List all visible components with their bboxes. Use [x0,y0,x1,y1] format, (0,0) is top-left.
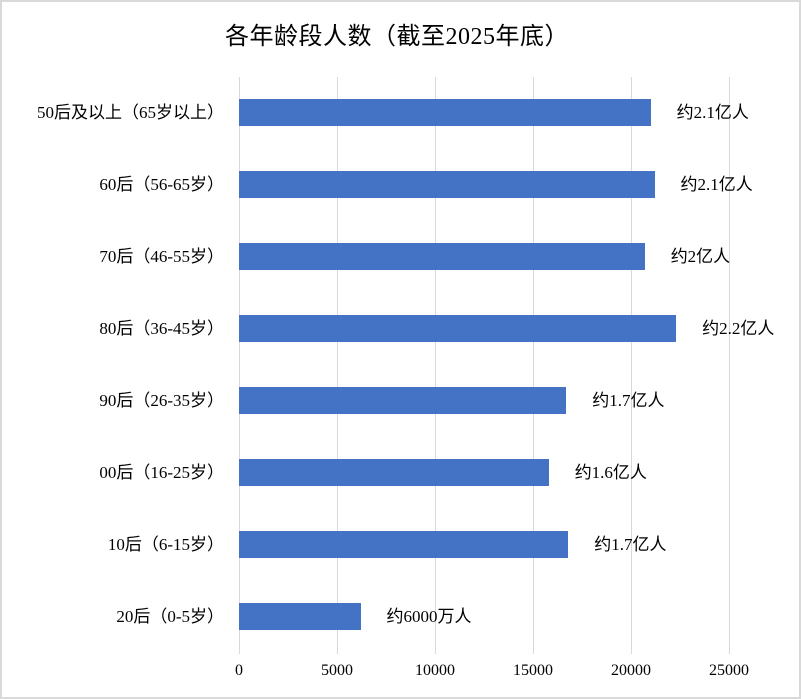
bar [239,99,651,127]
bar [239,386,567,414]
gridline [729,77,730,654]
x-axis-tick-label: 5000 [321,662,353,679]
category-label: 70后（46-55岁） [99,247,224,267]
data-label: 约1.6亿人 [574,462,647,482]
x-axis-tick-label: 15000 [513,662,553,679]
category-label: 50后及以上（65岁以上） [37,103,224,123]
x-axis-tick-label: 0 [235,662,243,679]
category-label: 00后（16-25岁） [99,462,224,482]
gridline [337,77,338,654]
x-axis-tick-label: 10000 [415,662,455,679]
x-axis-tick-label: 25000 [709,662,749,679]
bar [239,315,677,343]
data-label: 约6000万人 [386,606,472,626]
data-label: 约2亿人 [670,247,731,267]
category-label: 20后（0-5岁） [116,606,224,626]
gridline [239,77,240,654]
category-label: 80后（36-45岁） [99,319,224,339]
gridline [631,77,632,654]
data-label: 约1.7亿人 [594,534,667,554]
category-label: 10后（6-15岁） [107,534,224,554]
category-label: 60后（56-65岁） [99,175,224,195]
chart-title: 各年龄段人数（截至2025年底） [225,24,569,50]
bar [239,171,655,199]
category-label: 90后（26-35岁） [99,390,224,410]
x-axis-tick-label: 20000 [611,662,651,679]
gridline [533,77,534,654]
bar [239,530,569,558]
data-label: 约2.1亿人 [676,103,749,123]
data-label: 约2.2亿人 [702,319,775,339]
bar [239,243,645,271]
data-label: 约1.7亿人 [592,390,665,410]
bar [239,602,361,630]
bar [239,458,549,486]
data-label: 约2.1亿人 [680,175,753,195]
gridline [435,77,436,654]
